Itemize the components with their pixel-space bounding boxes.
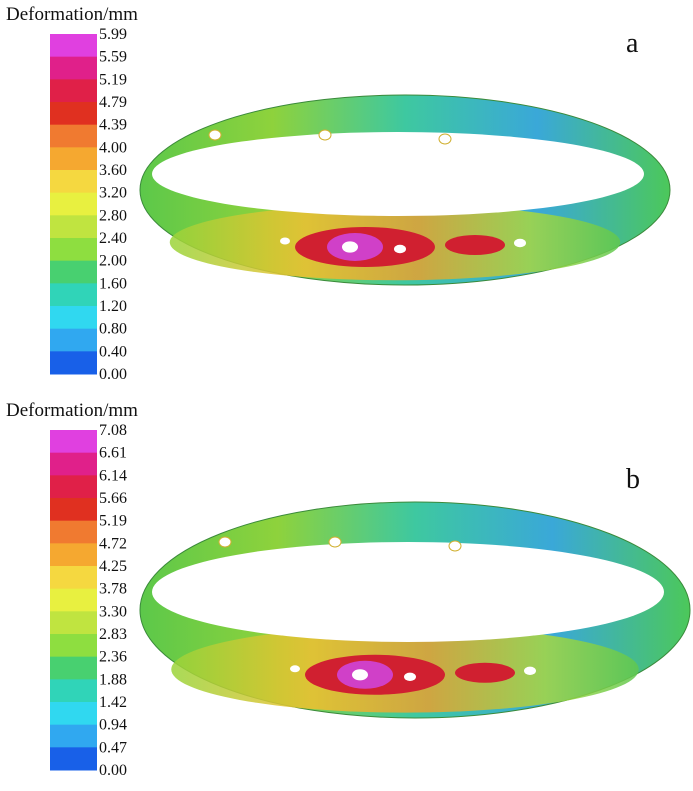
bolt-hole bbox=[328, 536, 342, 548]
color-band bbox=[50, 656, 97, 680]
color-band bbox=[50, 430, 97, 454]
color-band bbox=[50, 328, 97, 352]
panel-letter: b bbox=[626, 464, 640, 495]
bolt-hole bbox=[352, 669, 368, 681]
bolt-hole bbox=[280, 237, 290, 245]
legend-label: 5.99 bbox=[99, 26, 127, 43]
color-band bbox=[50, 543, 97, 567]
legend-label: 4.25 bbox=[99, 558, 127, 575]
color-band bbox=[50, 588, 97, 612]
legend-label: 0.00 bbox=[99, 366, 127, 383]
legend-label: 5.66 bbox=[99, 490, 127, 507]
color-band bbox=[50, 283, 97, 307]
legend-label: 2.40 bbox=[99, 230, 127, 247]
color-band bbox=[50, 498, 97, 522]
legend-title: Deformation/mm bbox=[6, 400, 138, 421]
bolt-hole bbox=[514, 238, 526, 248]
legend-label: 4.39 bbox=[99, 117, 127, 134]
color-band bbox=[50, 679, 97, 703]
color-band bbox=[50, 747, 97, 771]
color-band bbox=[50, 634, 97, 658]
legend-label: 6.14 bbox=[99, 467, 127, 484]
legend-label: 3.60 bbox=[99, 162, 127, 179]
color-band bbox=[50, 238, 97, 262]
bolt-hole bbox=[318, 129, 332, 141]
legend-label: 0.80 bbox=[99, 321, 127, 338]
color-band bbox=[50, 351, 97, 375]
color-band bbox=[50, 452, 97, 476]
hot-spot bbox=[445, 235, 505, 255]
color-band bbox=[50, 611, 97, 635]
bolt-hole bbox=[342, 241, 358, 253]
panel: Deformation/mm5.99 5.59 5.19 4.79 4.39 4.00 3.… bbox=[6, 4, 671, 383]
legend-label: 0.40 bbox=[99, 343, 127, 360]
legend-label: 1.20 bbox=[99, 298, 127, 315]
legend-label: 2.36 bbox=[99, 649, 127, 666]
color-band bbox=[50, 306, 97, 330]
color-band bbox=[50, 520, 97, 544]
color-band bbox=[50, 102, 97, 126]
panel: Deformation/mm7.08 6.61 6.14 5.66 5.19 4.72 4.… bbox=[6, 400, 691, 779]
bolt-hole bbox=[208, 129, 222, 141]
color-band bbox=[50, 566, 97, 590]
legend-label: 1.42 bbox=[99, 694, 127, 711]
color-band bbox=[50, 79, 97, 103]
legend-label: 2.00 bbox=[99, 253, 127, 270]
bolt-hole bbox=[524, 666, 536, 675]
legend-label: 3.30 bbox=[99, 603, 127, 620]
bolt-hole bbox=[448, 540, 462, 552]
ring-hole bbox=[152, 132, 644, 216]
legend-label: 4.72 bbox=[99, 535, 127, 552]
legend-label: 4.00 bbox=[99, 139, 127, 156]
bolt-hole bbox=[394, 244, 406, 254]
bolt-hole bbox=[218, 536, 232, 548]
legend-label: 1.60 bbox=[99, 275, 127, 292]
color-band bbox=[50, 56, 97, 80]
legend-label: 2.80 bbox=[99, 207, 127, 224]
color-band bbox=[50, 702, 97, 726]
color-band bbox=[50, 170, 97, 194]
legend-label: 0.47 bbox=[99, 739, 127, 756]
legend-label: 5.19 bbox=[99, 71, 127, 88]
bolt-hole bbox=[438, 133, 452, 145]
legend-label: 6.61 bbox=[99, 445, 127, 462]
legend-title: Deformation/mm bbox=[6, 4, 138, 25]
color-band bbox=[50, 147, 97, 171]
ring-hole bbox=[152, 542, 664, 642]
color-band bbox=[50, 34, 97, 58]
legend-label: 4.79 bbox=[99, 94, 127, 111]
legend-label: 0.94 bbox=[99, 717, 127, 734]
legend-label: 2.83 bbox=[99, 626, 127, 643]
color-band bbox=[50, 475, 97, 499]
color-band bbox=[50, 260, 97, 284]
color-band bbox=[50, 124, 97, 148]
bolt-hole bbox=[290, 665, 300, 673]
hot-spot bbox=[455, 662, 515, 683]
legend-label: 0.00 bbox=[99, 762, 127, 779]
legend-label: 7.08 bbox=[99, 422, 127, 439]
bolt-hole bbox=[404, 672, 416, 681]
legend-label: 3.78 bbox=[99, 581, 127, 598]
color-band bbox=[50, 215, 97, 239]
legend-label: 1.88 bbox=[99, 671, 127, 688]
legend-label: 3.20 bbox=[99, 185, 127, 202]
panel-letter: a bbox=[626, 28, 639, 59]
color-band bbox=[50, 192, 97, 216]
legend-label: 5.59 bbox=[99, 49, 127, 66]
legend-label: 5.19 bbox=[99, 513, 127, 530]
color-band bbox=[50, 724, 97, 748]
